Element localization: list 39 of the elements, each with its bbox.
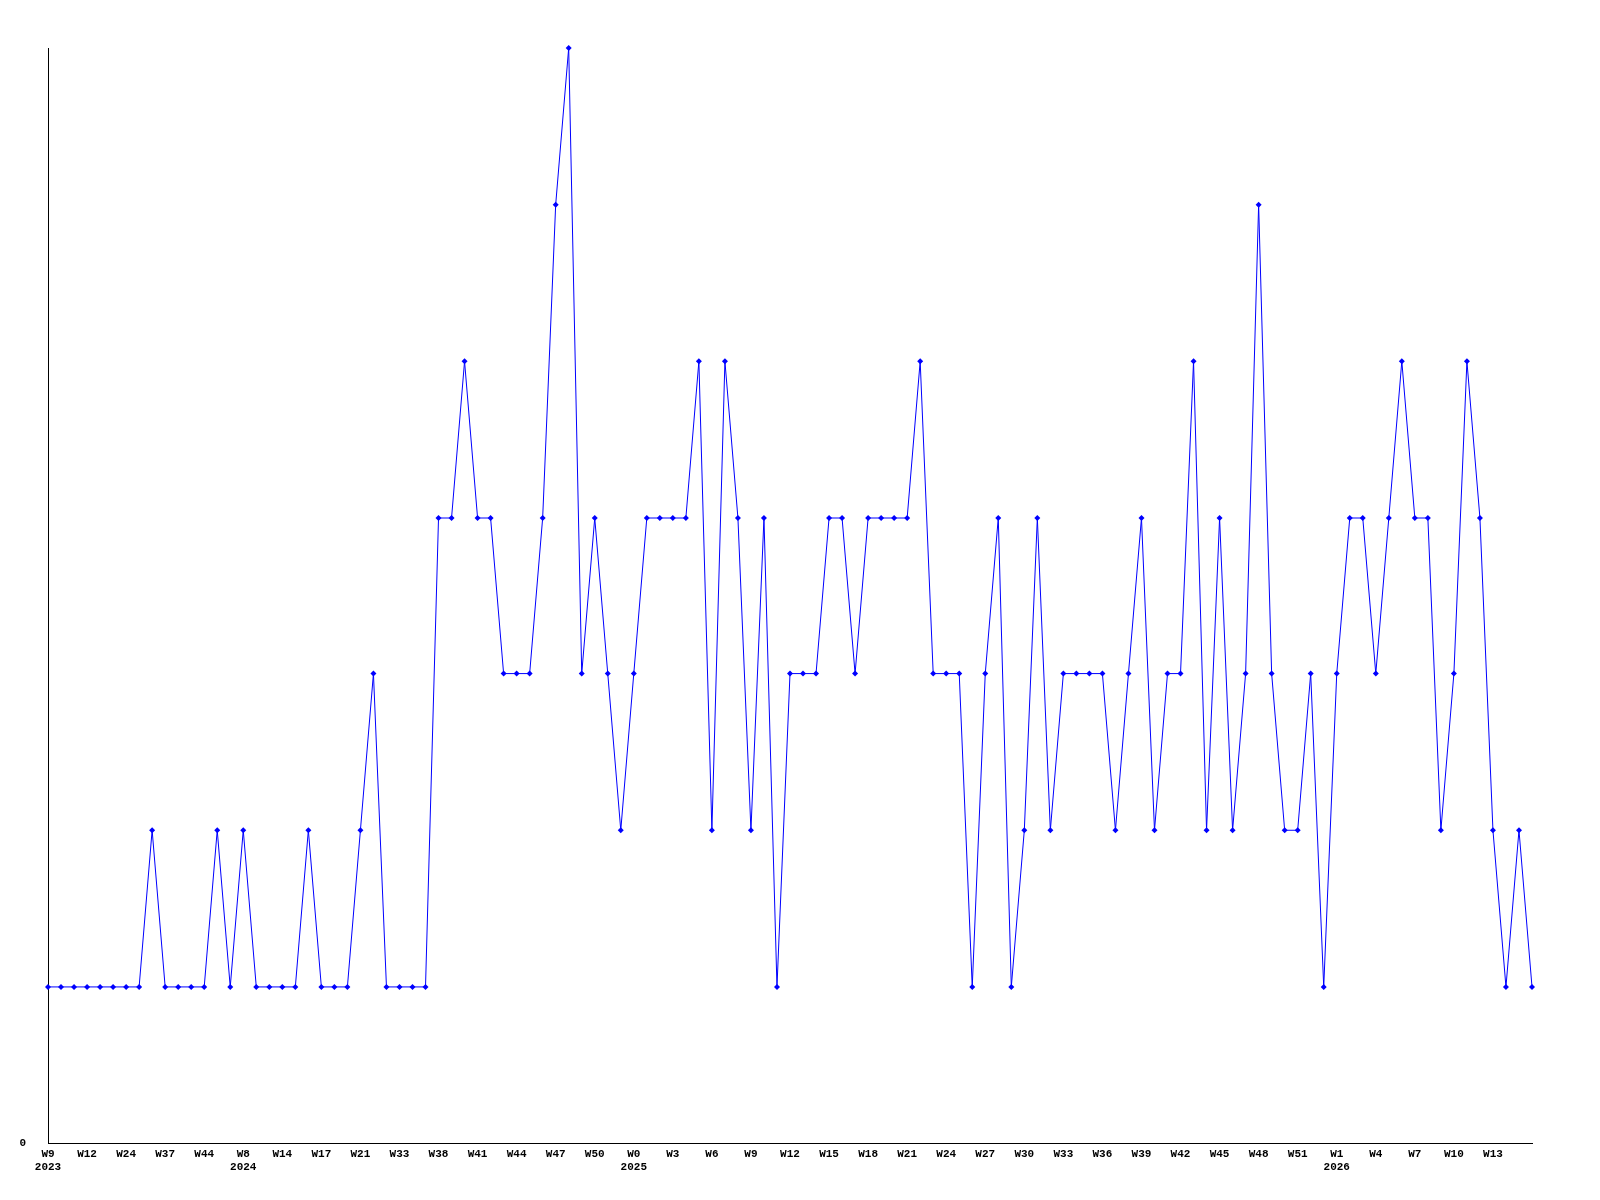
text: 0 — [19, 1137, 26, 1150]
x-tick-label: W7 — [1408, 1147, 1422, 1160]
x-tick-label: W44 — [194, 1147, 215, 1160]
x-tick-label: W33 — [389, 1147, 410, 1160]
x-tick-label: W36 — [1092, 1147, 1113, 1160]
x-tick-label: W21 — [897, 1147, 918, 1160]
x-tick-label: W47 — [545, 1147, 566, 1160]
x-tick-label: W37 — [155, 1147, 176, 1160]
x-tick-label: W9 — [744, 1147, 758, 1160]
x-tick-label: W12 — [77, 1147, 97, 1160]
x-tick-label: W51 — [1287, 1147, 1308, 1160]
x-tick-label: W21 — [350, 1147, 371, 1160]
x-tick-label: W45 — [1209, 1147, 1230, 1160]
x-tick-label: W27 — [975, 1147, 996, 1160]
x-tick-label: W15 — [819, 1147, 840, 1160]
x-tick-label: W13 — [1483, 1147, 1504, 1160]
x-tick-label: W18 — [858, 1147, 879, 1160]
x-tick-label: W42 — [1170, 1147, 1191, 1160]
x-tick-label: W3 — [666, 1147, 680, 1160]
x-tick-label: W24 — [936, 1147, 957, 1160]
x-tick-label: W39 — [1131, 1147, 1152, 1160]
x-tick-label: W4 — [1369, 1147, 1383, 1160]
x-tick-label: W6 — [705, 1147, 719, 1160]
x-tick-label: W8 2024 — [230, 1147, 257, 1174]
x-tick-label: W24 — [116, 1147, 137, 1160]
x-tick-label: W38 — [428, 1147, 449, 1160]
x-tick-label: W33 — [1053, 1147, 1074, 1160]
x-tick-label: W41 — [467, 1147, 488, 1160]
x-tick-label: W12 — [780, 1147, 800, 1160]
x-tick-label: W44 — [506, 1147, 527, 1160]
x-tick-label: W50 — [584, 1147, 605, 1160]
x-tick-label: W10 — [1443, 1147, 1464, 1160]
x-tick-label: W14 — [272, 1147, 293, 1160]
x-tick-label: W0 2025 — [620, 1147, 648, 1174]
x-tick-label: W17 — [311, 1147, 332, 1160]
x-tick-label: W1 2026 — [1323, 1147, 1350, 1174]
x-tick-label: W30 — [1014, 1147, 1035, 1160]
x-tick-label: W48 — [1248, 1147, 1269, 1160]
x-tick-label: W9 2023 — [34, 1147, 62, 1174]
